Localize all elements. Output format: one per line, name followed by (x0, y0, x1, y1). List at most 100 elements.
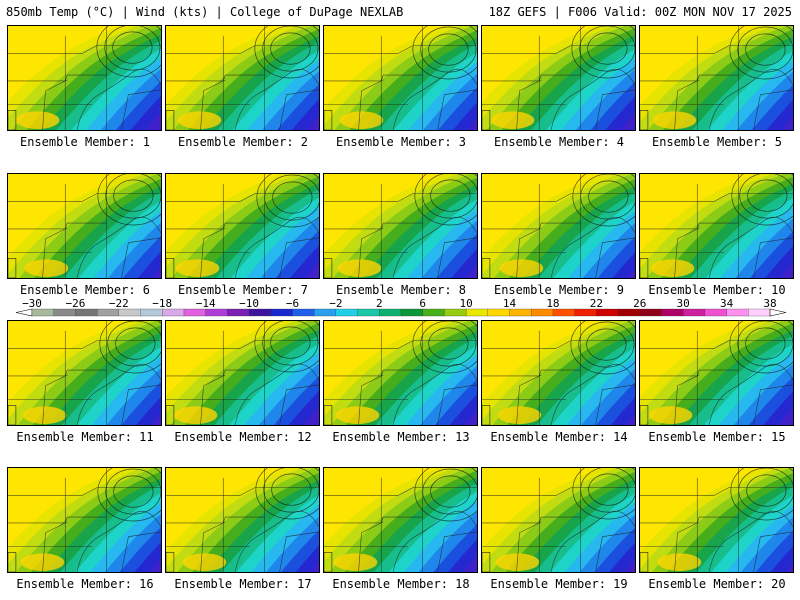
state-border (640, 45, 793, 54)
colorbar-segment (357, 308, 380, 317)
map-inset (166, 552, 175, 572)
state-border (753, 237, 793, 278)
pressure-contour (572, 468, 635, 520)
map-inset (482, 110, 491, 130)
pressure-contour (254, 321, 319, 373)
colorbar-segment (31, 308, 55, 317)
colorbar-segment (227, 308, 250, 317)
colorbar-segment (487, 308, 511, 317)
ensemble-member-label: Ensemble Member: 3 (335, 135, 467, 149)
state-border (42, 79, 68, 130)
warm-spot (182, 553, 227, 572)
pressure-contour (745, 33, 786, 66)
colorbar-segment (726, 308, 749, 317)
ensemble-map-panel (639, 25, 794, 131)
state-border (550, 216, 635, 278)
colorbar-segment (596, 308, 619, 317)
pressure-contour (113, 475, 154, 508)
warm-spot (490, 111, 535, 130)
pressure-contour (270, 326, 311, 359)
pressure-contour (255, 468, 319, 520)
map-inset (8, 110, 17, 130)
colorbar-segment (639, 308, 663, 317)
temperature-band (464, 410, 477, 425)
warm-spot (499, 259, 544, 278)
colorbar-tick-label: −10 (239, 298, 259, 310)
pressure-contour (263, 468, 319, 513)
colorbar-segment (205, 308, 228, 317)
state-border (166, 74, 265, 82)
state-border (674, 374, 700, 425)
ensemble-map-panel (481, 467, 636, 573)
ensemble-member-label: Ensemble Member: 8 (335, 283, 467, 297)
colorbar-segment (704, 308, 728, 317)
ensemble-member-label: Ensemble Member: 19 (490, 577, 628, 591)
warm-spot (173, 406, 218, 425)
state-border (8, 340, 161, 349)
ensemble-member-label: Ensemble Member: 5 (651, 135, 783, 149)
ensemble-member-label: Ensemble Member: 17 (174, 577, 312, 591)
state-border (166, 487, 319, 496)
pressure-contour (414, 468, 477, 522)
pressure-contour (254, 26, 319, 79)
colorbar-segment (574, 308, 597, 317)
temperature-map (166, 26, 319, 130)
temperature-map (8, 321, 161, 425)
temperature-band (466, 265, 477, 278)
colorbar-tick-label: 30 (677, 298, 690, 310)
pressure-contour (105, 468, 161, 515)
temperature-band (305, 261, 319, 278)
state-border (324, 45, 477, 54)
temperature-band (765, 246, 793, 278)
ensemble-map-panel (639, 467, 794, 573)
ensemble-member-label: Ensemble Member: 15 (648, 430, 786, 444)
colorbar-tick-label: 34 (720, 298, 734, 310)
pressure-contour (104, 26, 161, 71)
colorbar-tick-label: −6 (286, 298, 299, 310)
colorbar-segment (683, 308, 706, 317)
state-border (234, 216, 319, 278)
state-border (324, 369, 423, 377)
state-border (482, 193, 635, 202)
pressure-contour (570, 321, 635, 375)
state-border (234, 363, 319, 425)
pressure-contour (430, 475, 471, 508)
map-inset (324, 258, 333, 278)
ensemble-map-panel (323, 25, 478, 131)
temperature-map (166, 321, 319, 425)
colorbar-tick-label: −18 (152, 298, 172, 310)
state-border (200, 521, 226, 572)
ensemble-member-label: Ensemble Member: 11 (16, 430, 154, 444)
state-border (166, 369, 265, 377)
map-inset (166, 258, 175, 278)
warm-spot (335, 406, 380, 425)
state-border (166, 193, 319, 202)
pressure-contour (99, 321, 161, 374)
colorbar-segment (552, 308, 576, 317)
warm-spot (333, 553, 378, 572)
temperature-map (8, 468, 161, 572)
state-border (640, 74, 739, 82)
ensemble-map-panel (7, 320, 162, 426)
pressure-contour (105, 174, 161, 219)
temperature-map (166, 468, 319, 572)
pressure-contour (746, 474, 787, 507)
pressure-contour (272, 181, 313, 214)
temperature-band (291, 99, 319, 130)
temperature-band (306, 115, 319, 130)
pressure-contour (586, 328, 627, 361)
temperature-band (449, 394, 477, 425)
map-inset (8, 258, 17, 278)
state-border (166, 222, 265, 230)
state-border (392, 363, 477, 425)
colorbar-segment (531, 308, 554, 317)
state-border (516, 79, 542, 130)
colorbar-svg: −30 −26 −22 −18 −14 −10 −6 −2 2 6 10 14 18 22 26 30 34 38… (15, 298, 787, 317)
state-border (358, 374, 384, 425)
state-border (121, 237, 161, 278)
pressure-contour (96, 26, 161, 78)
temperature-band (295, 545, 319, 572)
colorbar-segment (248, 308, 272, 317)
state-border (482, 487, 635, 496)
ensemble-map-panel (7, 467, 162, 573)
